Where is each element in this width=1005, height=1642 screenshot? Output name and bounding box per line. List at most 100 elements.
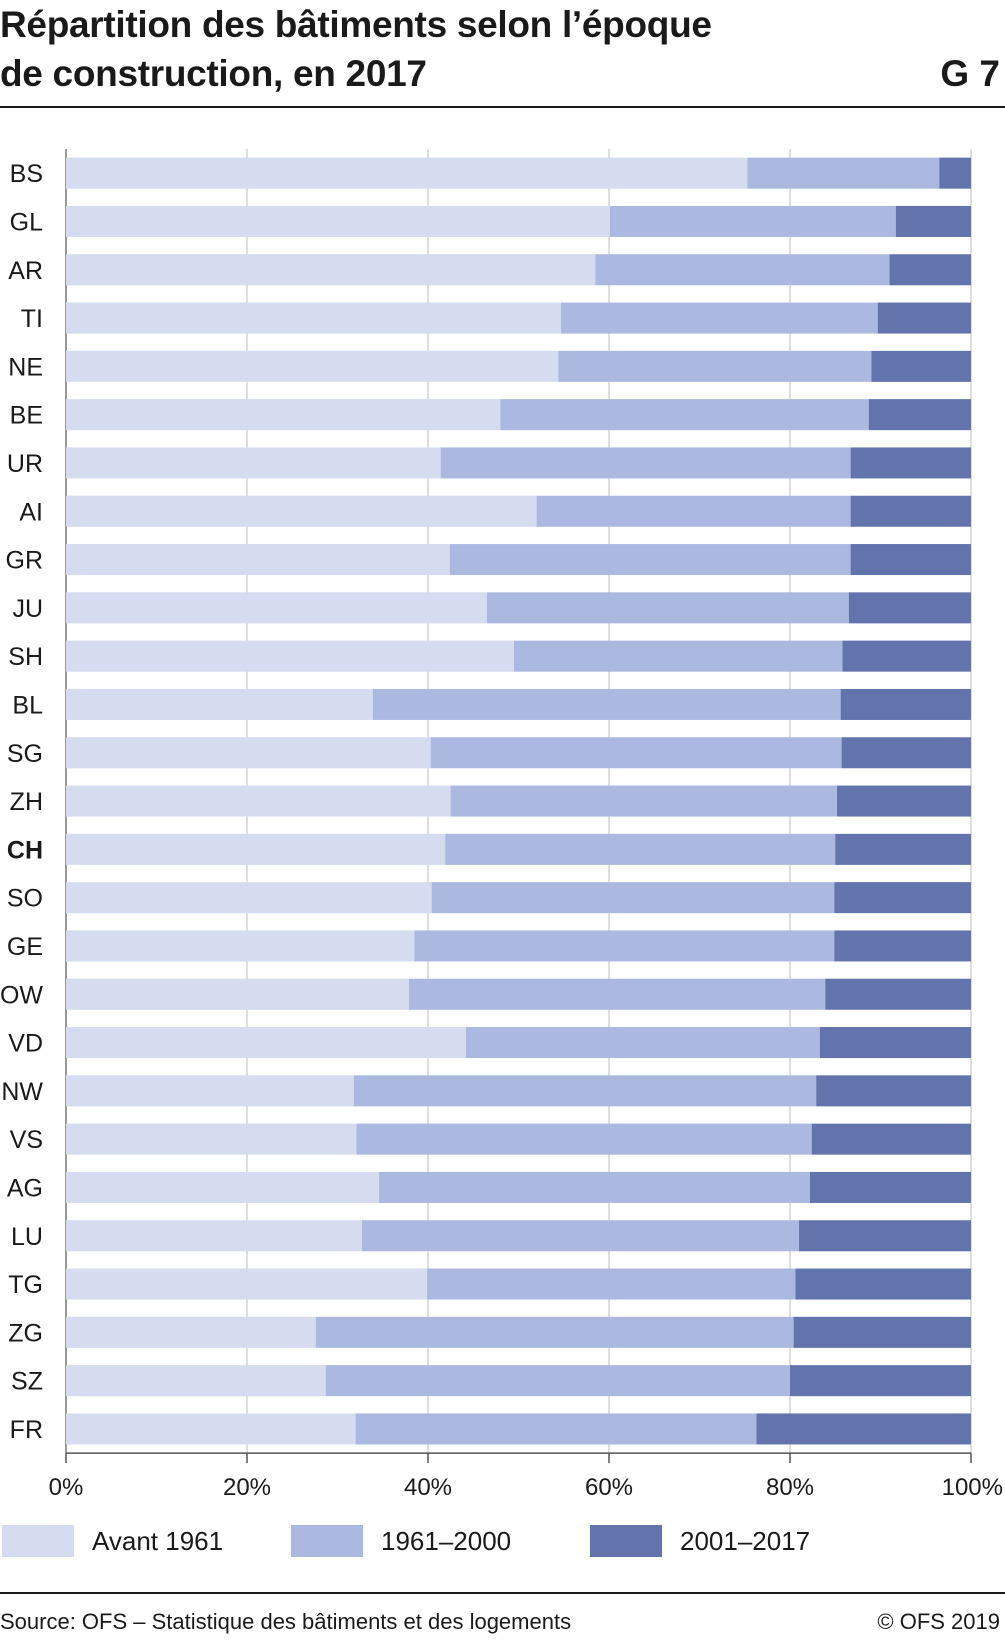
bar-ne-1961-2000 — [558, 350, 872, 382]
category-label-gl: GL — [10, 208, 43, 236]
bar-ne-avant-1961 — [66, 350, 559, 382]
bar-so-2001-2017 — [834, 882, 971, 914]
bar-ai-avant-1961 — [66, 495, 537, 527]
bar-ar-2001-2017 — [889, 254, 971, 286]
legend-swatch-1961-2000 — [291, 1525, 363, 1557]
bar-ag-avant-1961 — [66, 1171, 380, 1203]
bar-ch-avant-1961 — [66, 833, 446, 865]
category-label-be: BE — [10, 402, 43, 430]
category-label-bs: BS — [10, 160, 43, 188]
category-label-fr: FR — [10, 1416, 43, 1444]
bar-nw-2001-2017 — [816, 1075, 971, 1107]
bar-ju-2001-2017 — [848, 592, 971, 624]
bar-ju-avant-1961 — [66, 592, 487, 624]
bar-sg-2001-2017 — [841, 737, 971, 769]
bar-ju-1961-2000 — [486, 592, 849, 624]
stacked-bar-chart: BS GL AR TI NE BE UR AI GR JU SH BL SG ZH CH SO GE OW VD NW… — [0, 149, 1003, 1501]
bar-lu-2001-2017 — [799, 1220, 971, 1252]
category-label-ai: AI — [19, 498, 43, 526]
bar-fr-1961-2000 — [355, 1413, 757, 1445]
bar-ge-1961-2000 — [414, 930, 835, 962]
legend-item-1961-2000: 1961–2000 — [291, 1524, 511, 1558]
chart-title-line-2: de construction, en 2017 — [0, 53, 427, 94]
bar-gr-1961-2000 — [449, 544, 851, 576]
bar-sh-2001-2017 — [842, 640, 971, 672]
bar-bs-2001-2017 — [939, 157, 971, 189]
bar-be-avant-1961 — [66, 399, 501, 431]
bar-vd-1961-2000 — [466, 1027, 820, 1059]
bar-zh-2001-2017 — [837, 785, 971, 817]
legend-item-avant-1961: Avant 1961 — [2, 1524, 223, 1558]
copyright-note: © OFS 2019 — [877, 1609, 1000, 1634]
bar-ar-avant-1961 — [66, 254, 596, 286]
legend-label-avant-1961: Avant 1961 — [92, 1525, 224, 1556]
category-label-sh: SH — [8, 643, 43, 671]
legend-label-1961-2000: 1961–2000 — [381, 1525, 512, 1556]
category-label-lu: LU — [11, 1223, 43, 1251]
category-label-zg: ZG — [8, 1319, 43, 1347]
bar-zg-avant-1961 — [66, 1316, 316, 1348]
category-label-ge: GE — [7, 933, 43, 961]
x-tick-label-40: 40% — [404, 1474, 452, 1501]
bar-be-1961-2000 — [500, 399, 869, 431]
category-label-ne: NE — [8, 353, 43, 381]
x-tick-label-80: 80% — [766, 1474, 814, 1501]
bar-zg-2001-2017 — [793, 1316, 971, 1348]
category-label-sg: SG — [7, 740, 43, 768]
bar-fr-avant-1961 — [66, 1413, 356, 1445]
bar-ag-1961-2000 — [379, 1171, 810, 1203]
category-label-zh: ZH — [10, 788, 43, 816]
chart-title: Répartition des bâtiments selon l’époque… — [0, 0, 760, 98]
bar-so-avant-1961 — [66, 882, 432, 914]
x-tick-label-100: 100% — [942, 1474, 1003, 1501]
category-label-gr: GR — [6, 547, 44, 575]
bar-lu-1961-2000 — [361, 1220, 800, 1252]
chart-title-line-1: Répartition des bâtiments selon l’époque — [0, 4, 712, 45]
source-note: Source: OFS – Statistique des bâtiments … — [0, 1609, 572, 1634]
category-label-sz: SZ — [11, 1368, 43, 1396]
bar-ge-avant-1961 — [66, 930, 415, 962]
bar-fr-2001-2017 — [756, 1413, 971, 1445]
x-tick-label-60: 60% — [585, 1474, 633, 1501]
bar-bs-avant-1961 — [66, 157, 748, 189]
bar-sz-2001-2017 — [790, 1365, 971, 1397]
bar-sh-avant-1961 — [66, 640, 514, 672]
bar-ow-avant-1961 — [66, 978, 409, 1010]
bar-zg-1961-2000 — [315, 1316, 794, 1348]
bar-ch-1961-2000 — [445, 833, 836, 865]
category-label-ow: OW — [0, 981, 43, 1009]
bar-nw-avant-1961 — [66, 1075, 354, 1107]
category-label-tg: TG — [8, 1271, 43, 1299]
bars — [66, 157, 971, 1445]
bar-bl-1961-2000 — [372, 688, 841, 720]
bar-sh-1961-2000 — [513, 640, 843, 672]
category-label-ju: JU — [12, 595, 43, 623]
bar-ti-avant-1961 — [66, 302, 562, 334]
category-label-vs: VS — [10, 1126, 43, 1154]
bar-bl-2001-2017 — [840, 688, 971, 720]
bar-zh-1961-2000 — [450, 785, 838, 817]
bar-gl-avant-1961 — [66, 205, 610, 237]
x-axis: 0% 20% 40% 60% 80% 100% — [49, 1452, 1003, 1501]
bar-ag-2001-2017 — [809, 1171, 971, 1203]
bar-vd-2001-2017 — [819, 1027, 971, 1059]
legend-swatch-2001-2017 — [590, 1525, 662, 1557]
bar-ne-2001-2017 — [871, 350, 971, 382]
legend-swatch-avant-1961 — [2, 1525, 74, 1557]
bar-bl-avant-1961 — [66, 688, 373, 720]
legend-label-2001-2017: 2001–2017 — [680, 1525, 811, 1556]
bar-tg-avant-1961 — [66, 1268, 428, 1300]
bar-ur-avant-1961 — [66, 447, 441, 479]
category-label-ag: AG — [7, 1174, 43, 1202]
bar-gr-2001-2017 — [850, 544, 971, 576]
footer-rule — [0, 1592, 1005, 1594]
bar-so-1961-2000 — [431, 882, 835, 914]
chart-code: G 7 — [940, 53, 1000, 94]
bar-gl-1961-2000 — [609, 205, 896, 237]
bar-lu-avant-1961 — [66, 1220, 362, 1252]
category-label-ch: CH — [7, 836, 43, 864]
bar-sz-avant-1961 — [66, 1365, 326, 1397]
bar-ge-2001-2017 — [834, 930, 971, 962]
bar-gl-2001-2017 — [895, 205, 971, 237]
bar-ar-1961-2000 — [595, 254, 890, 286]
